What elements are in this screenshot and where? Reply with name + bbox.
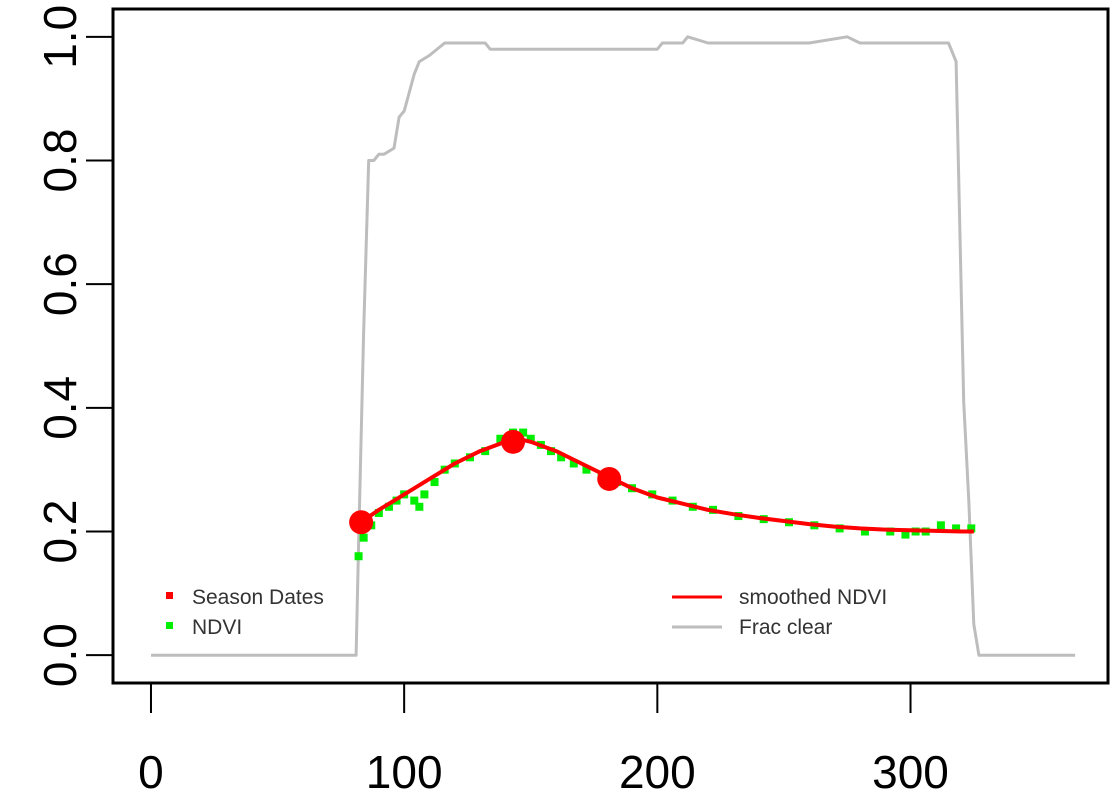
- legend-label: Season Dates: [192, 586, 324, 609]
- legend: Season Dates NDVI smoothed NDVI Frac clear: [166, 586, 887, 639]
- legend-swatch: [166, 592, 173, 599]
- legend-label: smoothed NDVI: [739, 586, 887, 609]
- frac-clear-line: [151, 35, 1076, 657]
- legend-label: Frac clear: [739, 616, 832, 639]
- ndvi-point: [359, 533, 368, 542]
- axis-ticks: 0 100 200 300 0.0 0.2 0.4 0.6 0.8 1.0: [34, 5, 949, 794]
- season-dates-point: [349, 510, 374, 535]
- x-tick-label: 100: [366, 746, 443, 794]
- ndvi-point: [901, 530, 910, 539]
- ndvi-point: [582, 465, 591, 474]
- smoothed-ndvi-line: [359, 436, 974, 534]
- ndvi-point: [557, 453, 566, 462]
- y-tick-label: 0.2: [34, 500, 86, 564]
- series-layer: [151, 35, 1076, 657]
- ndvi-point: [384, 502, 393, 511]
- y-tick-label: 0.6: [34, 252, 86, 316]
- ndvi-point: [569, 459, 578, 468]
- plot-frame: [111, 7, 1110, 685]
- ndvi-point: [519, 428, 528, 437]
- ndvi-point: [354, 552, 363, 561]
- season-dates-point: [597, 466, 622, 491]
- ndvi-point: [860, 527, 869, 536]
- legend-label: NDVI: [192, 616, 242, 639]
- x-tick-label: 200: [619, 746, 696, 794]
- x-tick-label: 300: [872, 746, 949, 794]
- ndvi-point: [415, 502, 424, 511]
- ndvi-point: [936, 521, 945, 530]
- y-tick-label: 0.4: [34, 376, 86, 440]
- y-tick-label: 1.0: [34, 5, 86, 69]
- ndvi-point: [526, 434, 535, 443]
- ndvi-point: [967, 524, 976, 533]
- ndvi-point: [496, 434, 505, 443]
- x-tick-label: 0: [138, 746, 164, 794]
- y-tick-label: 0.8: [34, 129, 86, 193]
- y-tick-label: 0.0: [34, 623, 86, 687]
- season-dates-point: [501, 429, 526, 454]
- ndvi-point: [410, 496, 419, 505]
- ndvi-point: [374, 508, 383, 517]
- legend-swatch: [166, 622, 173, 629]
- ndvi-point: [430, 478, 439, 487]
- ndvi-point: [952, 524, 961, 533]
- ndvi-point: [420, 490, 429, 499]
